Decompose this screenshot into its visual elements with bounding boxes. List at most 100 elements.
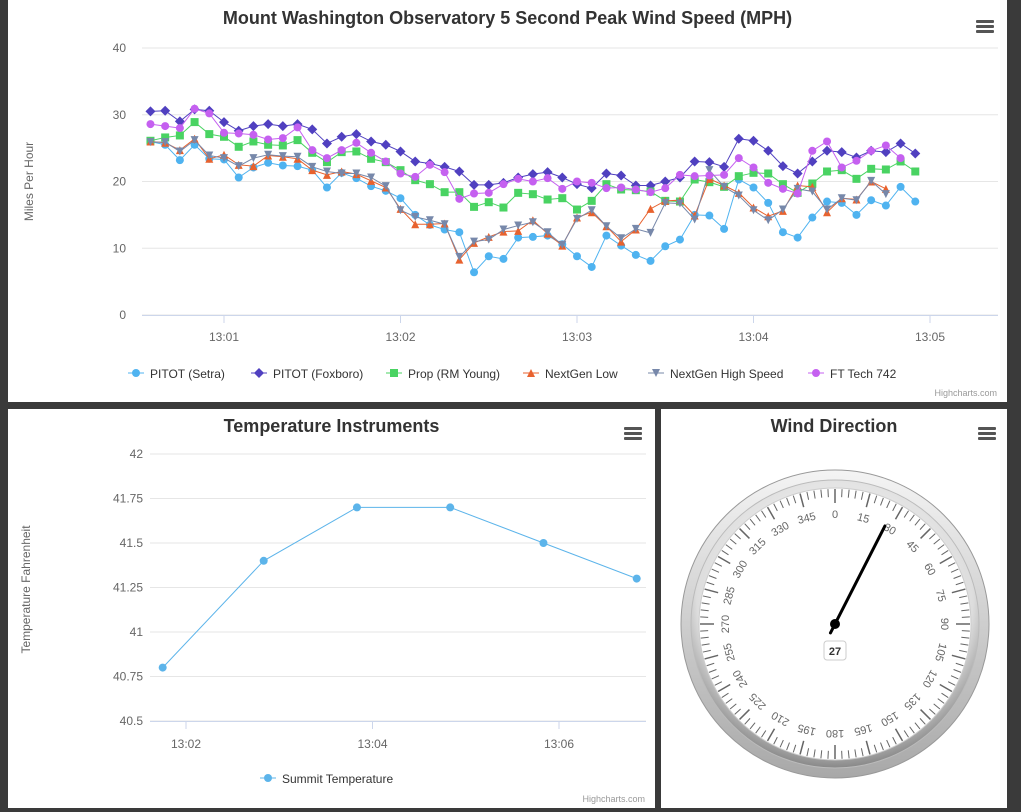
wind-data-point (646, 256, 655, 265)
gauge-minor-tick (749, 518, 756, 526)
temp-data-point (539, 539, 548, 547)
gauge-minor-tick (955, 662, 964, 667)
wind-legend-label: NextGen High Speed (670, 367, 783, 381)
wind-data-point (249, 154, 258, 163)
gauge-value-frame (823, 640, 847, 661)
temp-legend-item[interactable]: Summit Temperature (260, 772, 393, 786)
temp-data-point (158, 663, 167, 672)
wind-legend-item[interactable]: FT Tech 742 (808, 367, 897, 381)
wind-data-point (293, 136, 302, 145)
wind-data-point (205, 130, 214, 139)
gauge-minor-tick (873, 744, 878, 753)
gauge-minor-tick (725, 698, 733, 704)
wind-x-tick-label: 13:04 (738, 330, 768, 344)
wind-data-point (321, 138, 332, 149)
wind-data-point (470, 202, 479, 211)
wind-x-tick-label: 13:01 (209, 330, 239, 344)
wind-data-point (234, 173, 243, 182)
gauge-minor-tick (892, 736, 897, 745)
gauge-minor-tick (914, 722, 921, 730)
temp-legend-label: Summit Temperature (282, 772, 393, 786)
temp-chart-title: Temperature Instruments (223, 416, 440, 436)
wind-data-point (190, 104, 199, 113)
wind-data-point (470, 268, 479, 277)
wind-data-point (573, 214, 581, 223)
wind-data-point (220, 154, 228, 163)
dir-chart-menu-icon[interactable] (978, 427, 996, 441)
gauge-major-tick (717, 555, 731, 565)
wind-data-point (808, 146, 817, 155)
wind-credits-link[interactable]: Highcharts.com (934, 388, 997, 398)
wind-data-point (351, 129, 362, 140)
wind-data-point (896, 182, 905, 191)
gauge-minor-tick (711, 675, 720, 680)
wind-data-point (557, 172, 568, 183)
wind-data-point (690, 215, 699, 224)
gauge-minor-tick (847, 750, 850, 759)
wind-data-point (470, 237, 479, 246)
gauge-minor-tick (711, 568, 720, 573)
wind-data-point (425, 180, 434, 189)
gauge-minor-tick (806, 748, 810, 757)
wind-data-point (675, 170, 684, 179)
wind-data-point (911, 197, 920, 206)
wind-data-point (293, 123, 302, 132)
wind-data-point (455, 252, 464, 261)
wind-data-point (367, 173, 376, 182)
temp-credits-link[interactable]: Highcharts.com (582, 794, 645, 804)
wind-legend-item[interactable]: Prop (RM Young) (386, 367, 500, 381)
wind-direction-panel: Wind Direction 0 15 30 45 60 75 90 105 120 135 150… (661, 409, 1007, 808)
wind-data-point (514, 174, 523, 183)
temp-series-line (162, 506, 637, 668)
wind-data-point (411, 220, 420, 229)
wind-data-point (690, 172, 699, 181)
gauge-minor-tick (755, 514, 761, 522)
wind-data-point (631, 250, 640, 259)
wind-legend-item[interactable]: PITOT (Setra) (128, 367, 225, 381)
wind-legend-item[interactable]: NextGen Low (523, 367, 618, 381)
wind-data-point (278, 152, 287, 161)
wind-data-point (764, 178, 773, 187)
gauge-minor-tick (960, 643, 969, 646)
wind-legend-item[interactable]: PITOT (Foxboro) (251, 367, 363, 381)
wind-data-point (483, 179, 494, 190)
wind-data-point (602, 184, 611, 193)
gauge-pivot (830, 619, 840, 629)
gauge-major-tick (865, 493, 871, 508)
wind-data-point (220, 132, 228, 141)
wind-data-point (174, 116, 185, 127)
wind-data-point (293, 162, 302, 171)
wind-legend-symbol (527, 369, 535, 377)
temp-chart-menu-icon[interactable] (624, 427, 642, 441)
wind-data-point (867, 146, 876, 155)
wind-data-point (322, 167, 331, 176)
wind-data-point (249, 130, 258, 139)
temp-legend-symbol (264, 774, 272, 782)
gauge-minor-tick (820, 750, 823, 759)
gauge-minor-tick (950, 568, 959, 573)
wind-data-point (175, 124, 184, 133)
wind-chart-menu-icon[interactable] (976, 20, 994, 34)
wind-data-point (514, 188, 523, 197)
gauge-minor-tick (919, 523, 926, 530)
gauge-minor-tick (959, 595, 968, 599)
gauge-minor-tick (806, 491, 810, 500)
wind-data-point (396, 206, 405, 215)
wind-data-point (823, 137, 832, 146)
gauge-minor-tick (792, 495, 797, 504)
wind-data-point (867, 164, 876, 173)
gauge-minor-tick (725, 544, 733, 550)
temp-series (158, 503, 641, 672)
gauge-minor-tick (744, 523, 751, 530)
wind-data-point (528, 232, 537, 241)
gauge-minor-tick (903, 510, 909, 518)
wind-legend-symbol (812, 369, 820, 377)
wind-data-point (793, 233, 802, 242)
wind-legend-item[interactable]: NextGen High Speed (648, 367, 783, 381)
wind-data-point (381, 182, 390, 191)
gauge-tick-label: 180 (826, 727, 844, 739)
gauge-minor-tick (813, 490, 816, 499)
wind-data-point (558, 194, 567, 203)
wind-data-point (675, 235, 684, 244)
gauge-minor-tick (820, 489, 823, 498)
